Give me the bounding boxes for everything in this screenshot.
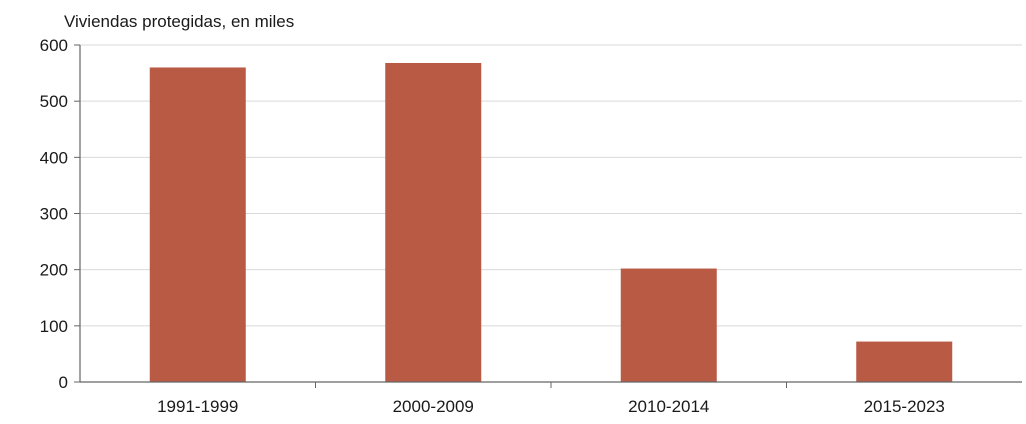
y-tick-label: 500 — [40, 92, 68, 111]
y-tick-labels: 0 100 200 300 400 500 600 — [40, 36, 68, 392]
x-tick-label: 1991-1999 — [157, 397, 238, 416]
y-tick-label: 600 — [40, 36, 68, 55]
y-tick-label: 200 — [40, 261, 68, 280]
y-tick-label: 400 — [40, 148, 68, 167]
bars — [149, 62, 953, 383]
y-tick-label: 100 — [40, 317, 68, 336]
axes — [74, 44, 1022, 388]
x-tick-label: 2010-2014 — [628, 397, 709, 416]
x-tick-labels: 1991-1999 2000-2009 2010-2014 2015-2023 — [157, 397, 945, 416]
bar-2015-2023 — [856, 341, 953, 382]
x-tick-label: 2015-2023 — [864, 397, 945, 416]
x-tick-label: 2000-2009 — [393, 397, 474, 416]
bar-2000-2009 — [385, 62, 482, 383]
y-tick-label: 300 — [40, 205, 68, 224]
bar-1991-1999 — [149, 67, 246, 382]
y-axis-title: Viviendas protegidas, en miles — [64, 12, 294, 31]
bar-2010-2014 — [620, 268, 717, 382]
y-tick-label: 0 — [59, 373, 68, 392]
